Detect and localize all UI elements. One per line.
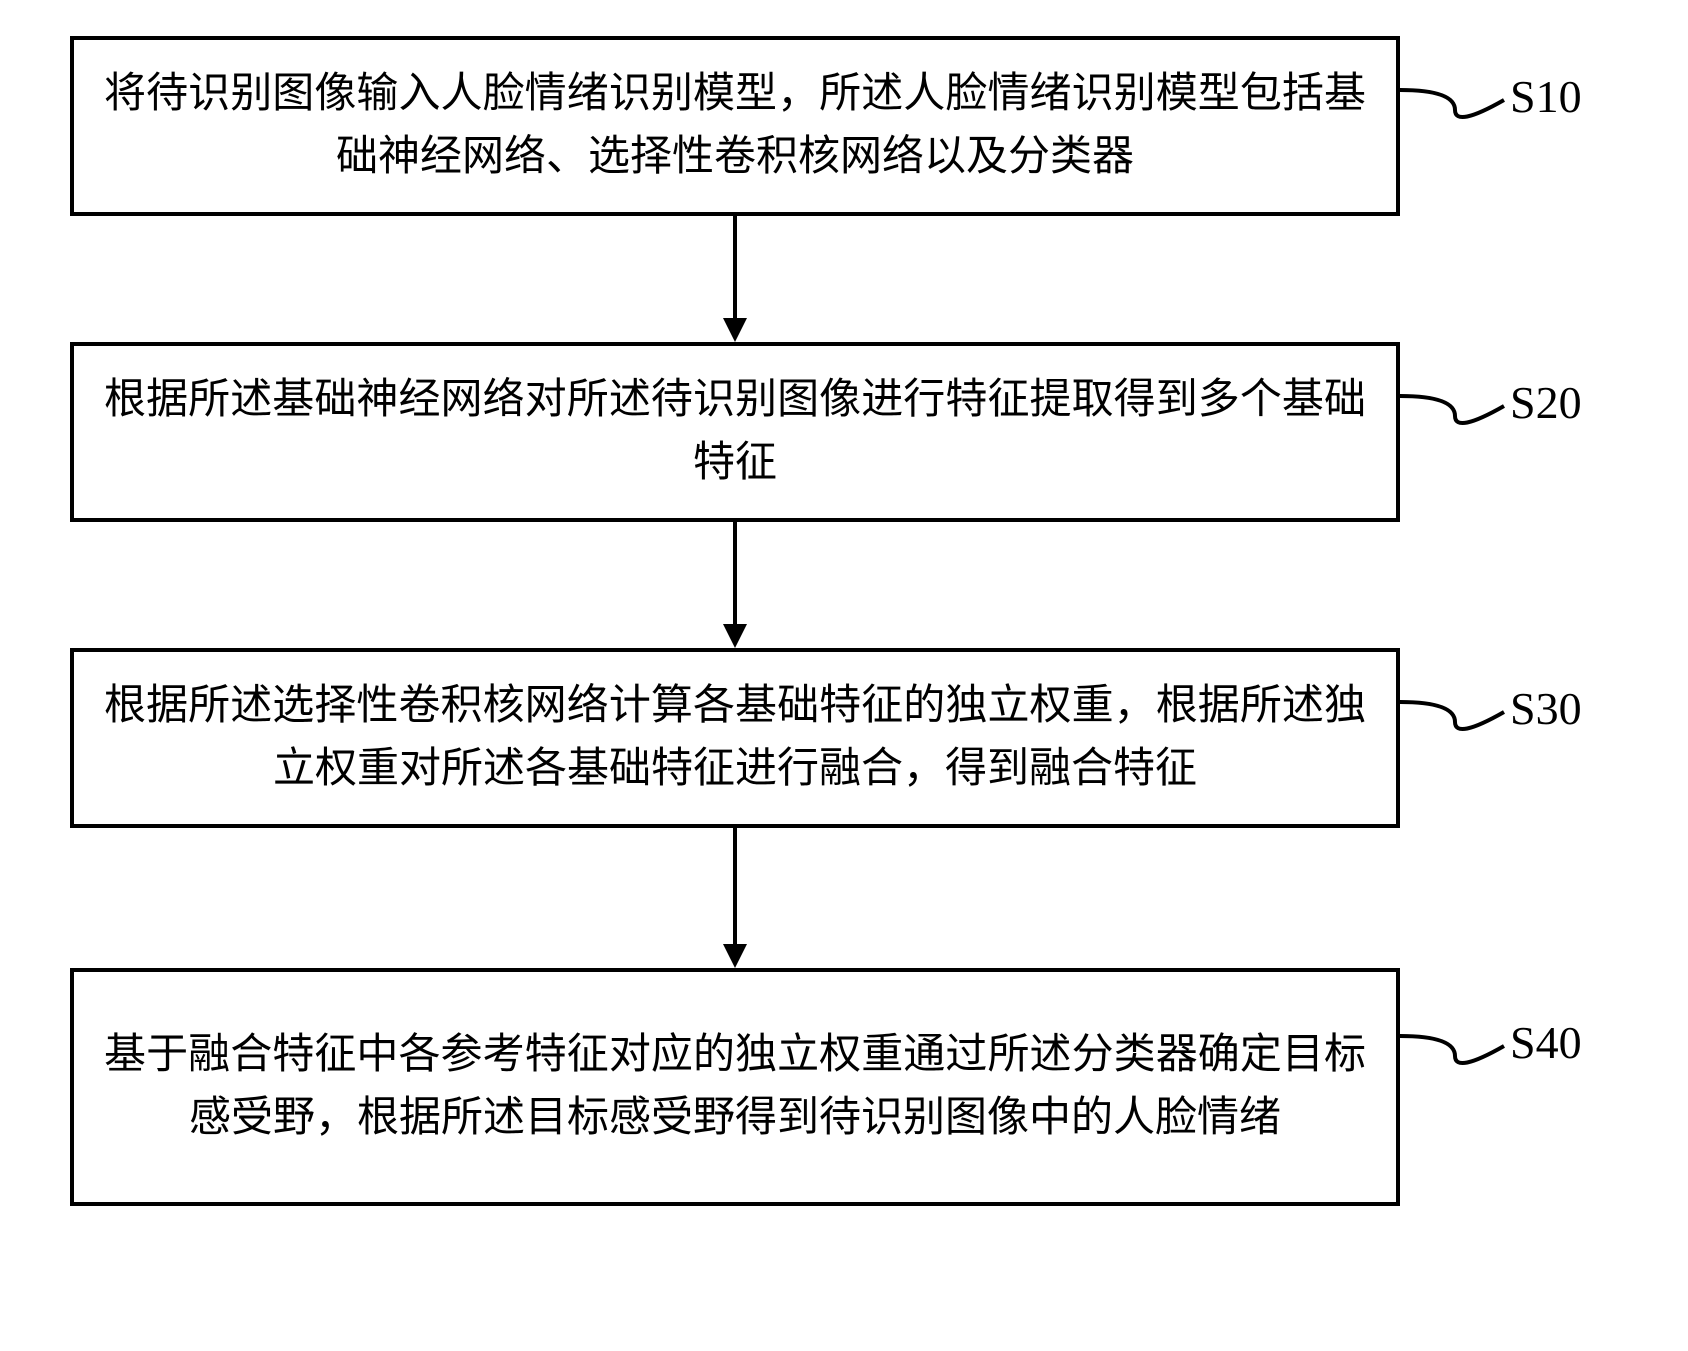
step-label-s40: S40 (1510, 1016, 1582, 1069)
label-connector-s30 (1400, 672, 1510, 742)
step-text-s10: 将待识别图像输入人脸情绪识别模型，所述人脸情绪识别模型包括基础神经网络、选择性卷… (104, 63, 1366, 189)
step-text-s40: 基于融合特征中各参考特征对应的独立权重通过所述分类器确定目标感受野，根据所述目标… (104, 1024, 1366, 1150)
step-text-s30: 根据所述选择性卷积核网络计算各基础特征的独立权重，根据所述独立权重对所述各基础特… (104, 675, 1366, 801)
step-box-s30: 根据所述选择性卷积核网络计算各基础特征的独立权重，根据所述独立权重对所述各基础特… (70, 648, 1400, 828)
flowchart-canvas: 将待识别图像输入人脸情绪识别模型，所述人脸情绪识别模型包括基础神经网络、选择性卷… (0, 0, 1688, 1351)
step-box-s40: 基于融合特征中各参考特征对应的独立权重通过所述分类器确定目标感受野，根据所述目标… (70, 968, 1400, 1206)
step-box-s20: 根据所述基础神经网络对所述待识别图像进行特征提取得到多个基础特征 (70, 342, 1400, 522)
arrow-s10-s20 (720, 216, 750, 342)
arrow-s30-s40 (720, 828, 750, 968)
step-label-s20: S20 (1510, 376, 1582, 429)
label-connector-s20 (1400, 366, 1510, 436)
step-label-s10: S10 (1510, 70, 1582, 123)
arrow-s20-s30 (720, 522, 750, 648)
step-box-s10: 将待识别图像输入人脸情绪识别模型，所述人脸情绪识别模型包括基础神经网络、选择性卷… (70, 36, 1400, 216)
step-text-s20: 根据所述基础神经网络对所述待识别图像进行特征提取得到多个基础特征 (104, 369, 1366, 495)
label-connector-s10 (1400, 60, 1510, 130)
step-label-s30: S30 (1510, 682, 1582, 735)
label-connector-s40 (1400, 1006, 1510, 1076)
